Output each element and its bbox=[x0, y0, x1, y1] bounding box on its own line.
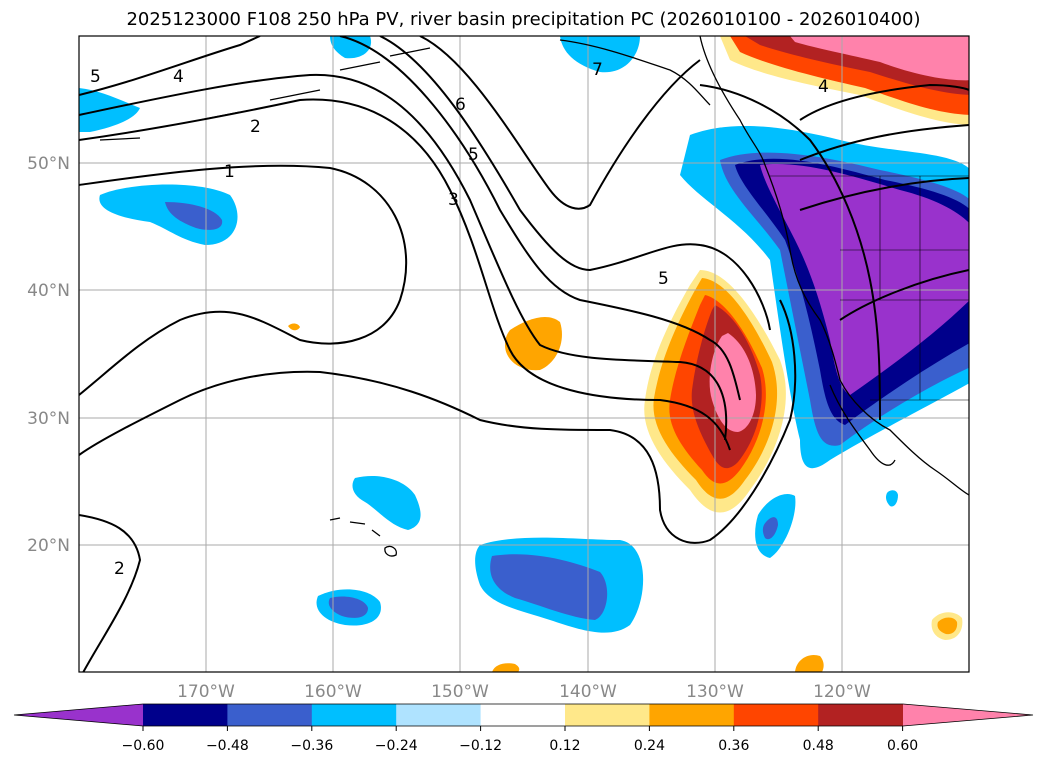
coastline-hawaii bbox=[329, 517, 397, 557]
state-lines bbox=[840, 176, 969, 400]
pv-contour-3 bbox=[79, 73, 728, 441]
precip-negative-aleutian bbox=[330, 36, 372, 59]
graticule bbox=[79, 36, 969, 672]
pv-contour-8 bbox=[799, 83, 969, 121]
colorbar: −0.60 −0.48 −0.36 −0.24 −0.12 0.12 0.24 0.36 0.4… bbox=[13, 703, 1034, 754]
pv-contour-7 bbox=[699, 84, 881, 421]
pv-contour-2 bbox=[79, 98, 731, 451]
lat-label-40n: 40°N bbox=[27, 281, 70, 301]
map-frame bbox=[78, 35, 970, 673]
coastline-alaska-islands bbox=[559, 39, 711, 106]
colorbar-tick-label: 0.12 bbox=[549, 738, 580, 754]
precip-positive-bottom-2 bbox=[795, 654, 824, 672]
precip-negative-south-hawaii-core bbox=[328, 596, 368, 618]
pv-label-7: 7 bbox=[592, 60, 603, 80]
pv-label-6: 6 bbox=[455, 95, 466, 115]
pv-contour-1 bbox=[79, 164, 408, 396]
pv-label-4-east: 4 bbox=[818, 77, 829, 97]
pv-contours bbox=[79, 36, 969, 672]
colorbar-ticks: −0.60 −0.48 −0.36 −0.24 −0.12 0.12 0.24 0.36 0.4… bbox=[122, 726, 918, 754]
colorbar-tick-label: 0.60 bbox=[887, 738, 918, 754]
colorbar-segment bbox=[565, 704, 650, 726]
pv-contour-10 bbox=[799, 124, 969, 321]
colorbar-segments bbox=[143, 704, 904, 726]
colorbar-tick-label: 0.24 bbox=[634, 738, 665, 754]
lon-label-150w: 150°W bbox=[431, 682, 489, 702]
pv-contour-2b bbox=[79, 299, 797, 544]
map-plot-area: 5 4 2 1 6 5 3 5 7 4 2 bbox=[79, 36, 969, 672]
pv-label-5-east: 5 bbox=[658, 269, 669, 289]
colorbar-segment bbox=[733, 704, 819, 726]
pv-contour-4 bbox=[79, 36, 741, 401]
pv-label-4-west: 4 bbox=[173, 67, 184, 87]
colorbar-segment bbox=[311, 704, 397, 726]
precip-negative-north-hawaii bbox=[352, 475, 421, 530]
pv-label-5-west: 5 bbox=[90, 67, 101, 87]
pv-label-2-west: 2 bbox=[250, 117, 261, 137]
precip-negative-baja-core bbox=[762, 517, 778, 540]
precip-positive-central-pacific bbox=[505, 316, 562, 371]
colorbar-extend-high bbox=[903, 704, 1033, 726]
lat-label-20n: 20°N bbox=[27, 536, 70, 556]
precip-negative-far-south bbox=[886, 490, 898, 507]
latitude-labels: 50°N 40°N 30°N 20°N bbox=[27, 154, 70, 556]
pv-label-1-west: 1 bbox=[224, 162, 235, 182]
pv-label-5-north: 5 bbox=[468, 145, 479, 165]
precip-positive-bottom-1 bbox=[492, 663, 520, 672]
precip-positive-subtropical-5 bbox=[709, 333, 756, 432]
precip-negative-dateline-core bbox=[165, 202, 223, 230]
colorbar-tick-label: 0.36 bbox=[718, 738, 749, 754]
colorbar-segment bbox=[649, 704, 735, 726]
coastline-north-america bbox=[699, 36, 969, 496]
precip-positive-gulf-of-alaska-4 bbox=[790, 36, 969, 81]
pv-label-2-south: 2 bbox=[114, 559, 125, 579]
precip-negative-hawaii-core bbox=[490, 554, 608, 620]
pv-contour-labels: 5 4 2 1 6 5 3 5 7 4 2 bbox=[90, 60, 829, 579]
colorbar-segment bbox=[396, 704, 482, 726]
colorbar-tick-label: −0.24 bbox=[375, 738, 418, 754]
lon-label-120w: 120°W bbox=[813, 682, 871, 702]
pv-contour-5 bbox=[379, 36, 771, 331]
longitude-labels: 170°W 160°W 150°W 140°W 130°W 120°W bbox=[177, 682, 871, 702]
pv-contour-6 bbox=[419, 36, 701, 210]
colorbar-tick-label: −0.48 bbox=[206, 738, 249, 754]
colorbar-tick-label: −0.12 bbox=[459, 738, 502, 754]
precip-negative-dateline bbox=[99, 184, 238, 245]
colorbar-segment bbox=[143, 704, 228, 726]
pv-contour-9 bbox=[79, 514, 142, 672]
pv-label-3: 3 bbox=[448, 190, 459, 210]
precip-negative-western-edge bbox=[79, 88, 140, 132]
lon-label-160w: 160°W bbox=[304, 682, 362, 702]
colorbar-tick-label: 0.48 bbox=[803, 738, 834, 754]
lon-label-130w: 130°W bbox=[686, 682, 744, 702]
colorbar-segment bbox=[818, 704, 904, 726]
colorbar-tick-label: −0.60 bbox=[122, 738, 165, 754]
state-borders bbox=[770, 175, 969, 401]
lon-label-170w: 170°W bbox=[177, 682, 235, 702]
precip-positive-southeast-core bbox=[937, 617, 958, 635]
precip-negative-northwest-us-extreme bbox=[760, 164, 969, 395]
precip-negative-alaska-coast bbox=[560, 36, 640, 73]
lat-label-30n: 30°N bbox=[27, 409, 70, 429]
lat-label-50n: 50°N bbox=[27, 154, 70, 174]
map-title: 2025123000 F108 250 hPa PV, river basin … bbox=[126, 9, 921, 30]
coastline-baja bbox=[829, 384, 896, 466]
precip-positive-small-pacific bbox=[288, 323, 300, 331]
lon-label-140w: 140°W bbox=[559, 682, 617, 702]
colorbar-extend-low bbox=[14, 704, 143, 726]
colorbar-segment bbox=[480, 704, 566, 726]
colorbar-tick-label: −0.36 bbox=[290, 738, 333, 754]
colorbar-segment bbox=[227, 704, 313, 726]
